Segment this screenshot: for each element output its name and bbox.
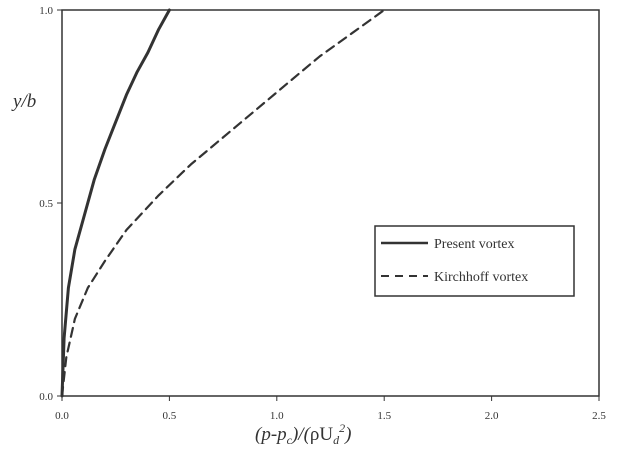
series-line-present-vortex (60, 8, 171, 398)
x-tick-label: 2.0 (485, 410, 499, 422)
y-tick-label: 0.5 (39, 198, 53, 210)
plot-area-frame (61, 9, 600, 397)
axis-ticks: 0.0 0.5 1.0 1.5 2.0 2.5 0.0 0.5 1.0 (39, 5, 606, 422)
y-axis-title: y/b (11, 91, 36, 112)
y-tick-label: 0.0 (39, 391, 53, 403)
x-tick-label: 2.5 (592, 410, 606, 422)
legend-label-present-vortex: Present vortex (434, 237, 514, 252)
legend-label-kirchhoff-vortex: Kirchhoff vortex (434, 270, 528, 285)
legend: Present vortex Kirchhoff vortex (374, 225, 575, 297)
x-axis-title: (p-pc)/(ρUd2) (255, 421, 351, 447)
legend-box (374, 225, 575, 297)
data-series (60, 8, 386, 398)
y-tick-label: 1.0 (39, 5, 53, 17)
x-tick-label: 0.5 (163, 410, 177, 422)
x-tick-label: 1.5 (377, 410, 391, 422)
series-line-kirchhoff-vortex (60, 8, 386, 398)
x-tick-label: 1.0 (270, 410, 284, 422)
x-tick-label: 0.0 (55, 410, 69, 422)
